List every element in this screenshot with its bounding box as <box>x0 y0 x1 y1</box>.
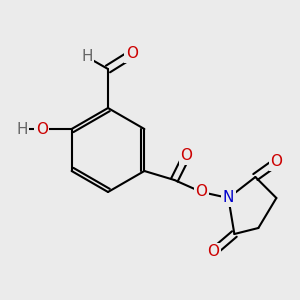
Text: O: O <box>180 148 192 164</box>
Text: H: H <box>16 122 28 136</box>
Text: O: O <box>270 154 282 169</box>
Text: O: O <box>126 46 138 62</box>
Text: O: O <box>195 184 207 200</box>
Text: H: H <box>81 50 93 64</box>
Text: N: N <box>223 190 234 206</box>
Text: O: O <box>207 244 219 260</box>
Text: O: O <box>36 122 48 136</box>
